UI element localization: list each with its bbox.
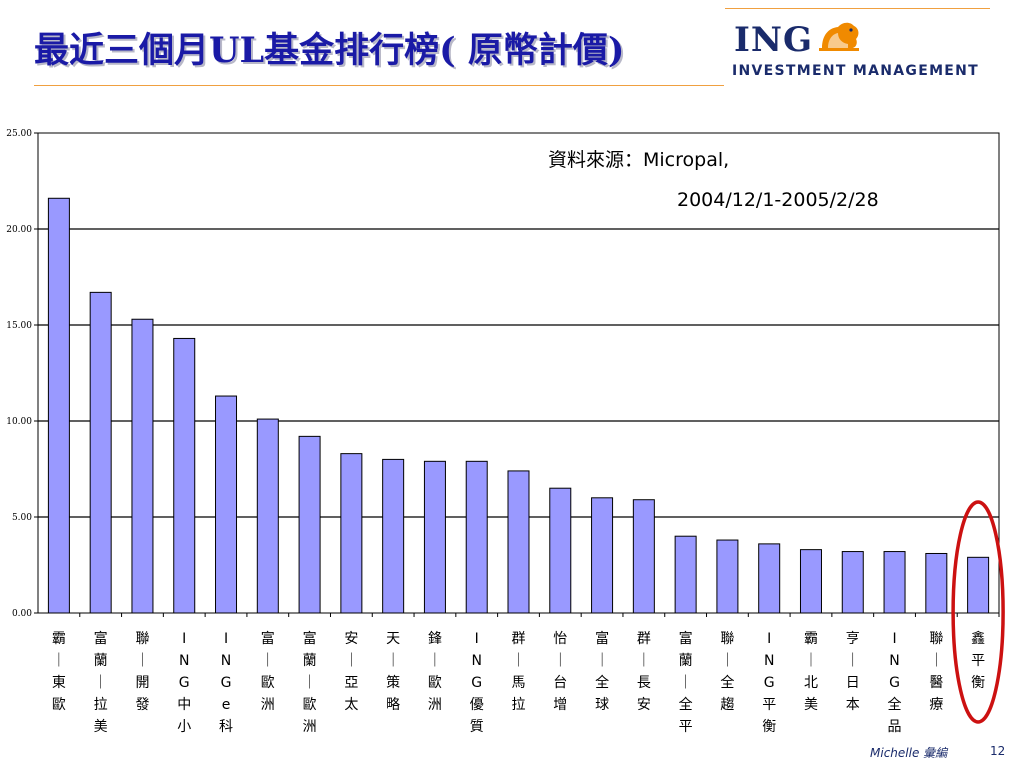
x-tick-label: 鑫平衡 bbox=[971, 630, 985, 691]
footer-author: Michelle 彙編 bbox=[870, 746, 948, 760]
ing-logo: ING INVESTMENT MANAGEMENT bbox=[732, 18, 994, 82]
lion-icon bbox=[819, 22, 859, 51]
x-tick-label: 群｜馬拉 bbox=[512, 631, 526, 713]
x-tick-label: I N G 中小 bbox=[177, 631, 191, 735]
x-tick-label: 富｜歐洲 bbox=[261, 630, 275, 713]
top-accent-rule bbox=[725, 8, 990, 9]
x-tick-label: 霸｜東歐 bbox=[52, 631, 66, 713]
x-tick-label: 天｜策略 bbox=[386, 631, 400, 713]
x-tick-label: 鋒｜歐洲 bbox=[428, 631, 442, 713]
bar bbox=[758, 543, 781, 614]
x-tick-label: I N G 優質 bbox=[470, 631, 484, 735]
x-tick-label: 富蘭｜全平 bbox=[679, 630, 693, 735]
x-tick-label: 富蘭｜拉美 bbox=[94, 630, 108, 735]
bar bbox=[507, 470, 530, 614]
x-tick-label: 富｜全球 bbox=[595, 630, 609, 713]
bar bbox=[925, 552, 948, 614]
bar bbox=[883, 551, 906, 614]
page-number: 12 bbox=[990, 744, 1006, 758]
source-date-range: 2004/12/1-2005/2/28 bbox=[677, 189, 879, 211]
x-tick-label: 聯｜開發 bbox=[135, 631, 149, 713]
title-underline-rule bbox=[34, 85, 724, 86]
highlight-ring bbox=[951, 500, 1005, 724]
y-tick-label: 10.00 bbox=[6, 417, 32, 427]
bar bbox=[89, 291, 112, 614]
x-tick-label: 霸｜北美 bbox=[804, 631, 818, 713]
bar bbox=[632, 499, 655, 614]
bar bbox=[173, 337, 196, 614]
bar bbox=[131, 318, 154, 614]
x-tick-label: 安｜亞太 bbox=[344, 631, 358, 713]
bar bbox=[423, 460, 446, 614]
x-tick-label: 怡｜台增 bbox=[553, 631, 567, 713]
logo-wordmark: ING bbox=[734, 20, 814, 60]
logo-subtitle: INVESTMENT MANAGEMENT bbox=[732, 63, 980, 79]
bar bbox=[47, 197, 70, 614]
bar bbox=[465, 460, 488, 614]
x-tick-label: 聯｜醫療 bbox=[929, 631, 943, 713]
bar bbox=[256, 418, 279, 614]
y-tick-label: 5.00 bbox=[12, 513, 32, 523]
x-tick-label: 亨｜日本 bbox=[846, 630, 860, 713]
x-tick-label: 聯｜全趨 bbox=[720, 631, 734, 713]
bar bbox=[716, 539, 739, 614]
y-tick-label: 20.00 bbox=[6, 225, 32, 235]
bar bbox=[382, 458, 405, 614]
bar bbox=[591, 497, 614, 614]
y-tick-label: 25.00 bbox=[6, 129, 32, 139]
x-tick-label: 富蘭｜歐洲 bbox=[303, 630, 317, 735]
bar bbox=[298, 435, 321, 614]
bar bbox=[799, 549, 822, 614]
bar bbox=[841, 551, 864, 614]
x-tick-label: I N G 全品 bbox=[888, 631, 902, 735]
bar bbox=[549, 487, 572, 614]
y-tick-label: 0.00 bbox=[12, 609, 32, 619]
bar bbox=[967, 556, 990, 614]
y-tick-label: 15.00 bbox=[6, 321, 32, 331]
bar bbox=[340, 453, 363, 614]
x-tick-label: 群｜長安 bbox=[637, 631, 651, 713]
bar bbox=[215, 395, 238, 614]
source-line-1: 資料來源：Micropal, bbox=[548, 149, 730, 171]
slide-title: 最近三個月UL基金排行榜( 原幣計價) bbox=[34, 30, 625, 71]
bar bbox=[674, 535, 697, 614]
data-source-note: 資料來源：Micropal, 2004/12/1-2005/2/28 bbox=[548, 140, 879, 220]
x-tick-label: I N G 平衡 bbox=[762, 631, 776, 735]
